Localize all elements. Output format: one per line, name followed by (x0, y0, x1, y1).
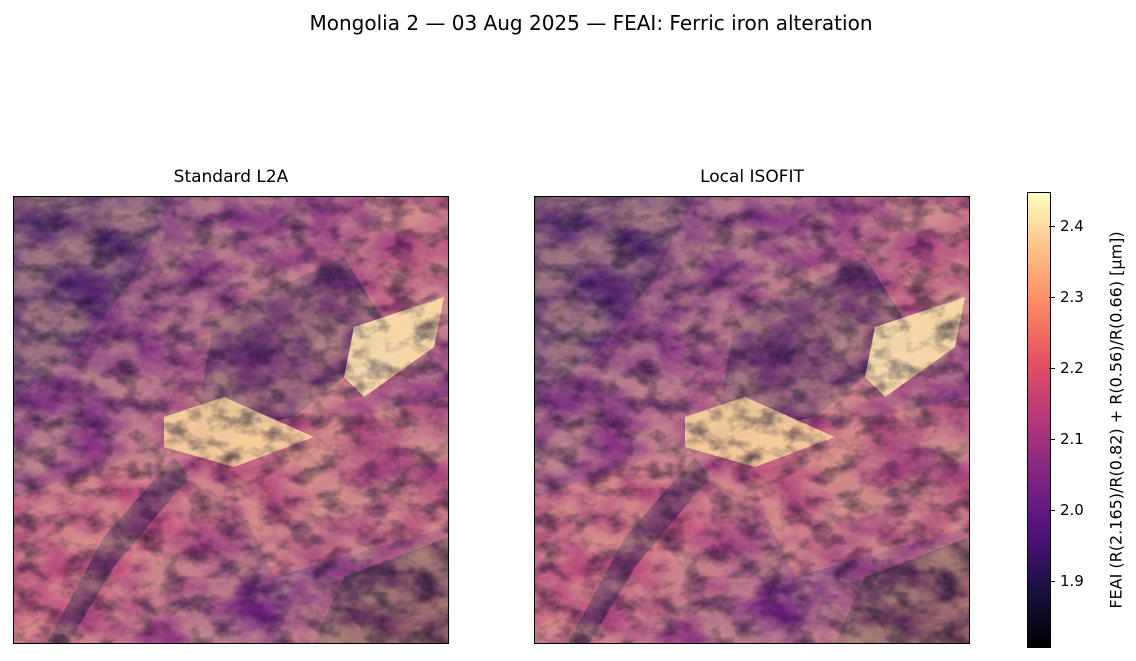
colorbar-tick: 1.9 (1049, 572, 1084, 590)
colorbar-tick: 2.4 (1049, 217, 1084, 235)
colorbar-tick: 2.1 (1049, 430, 1084, 448)
feai-map-local-isofit (534, 196, 970, 644)
colorbar-tick: 2.3 (1049, 288, 1084, 306)
colorbar-label: FEAI (R(2.165)/R(0.82) + R(0.56)/R(0.66)… (1106, 231, 1126, 609)
panel-title-standard: Standard L2A (173, 167, 289, 187)
colorbar (1027, 192, 1051, 648)
feai-map-standard-l2a (13, 196, 449, 644)
panel-title-isofit: Local ISOFIT (700, 167, 804, 187)
colorbar-tick: 2.0 (1049, 501, 1084, 519)
figure-title: Mongolia 2 — 03 Aug 2025 — FEAI: Ferric … (309, 11, 873, 35)
colorbar-tick: 2.2 (1049, 359, 1084, 377)
